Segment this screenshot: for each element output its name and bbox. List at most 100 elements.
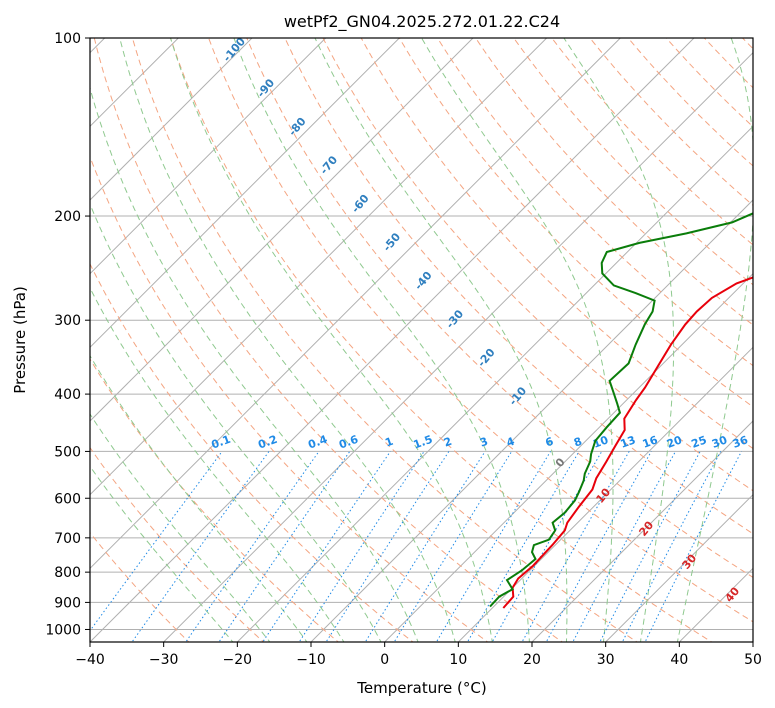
isotherm-line [752,641,753,642]
isotherm-line [90,38,253,201]
moist-adiabat [90,465,234,642]
isotherm-line [457,346,753,642]
moist-adiabat [90,354,308,642]
mixing-ratio-line [262,451,391,642]
moist-adiabat [233,38,530,642]
isotherm-line [236,125,753,642]
mixing-ratio-line [466,451,580,642]
temperature-profile [502,276,753,609]
mixing-ratio-label: 0.1 [210,433,233,452]
isotherm-line [163,51,753,642]
y-tick-label: 200 [54,209,81,225]
isotherm-line [384,272,753,642]
y-tick-label: 700 [54,531,81,547]
mixing-ratio-line [621,451,722,642]
moist-adiabat [119,38,456,642]
mixing-ratio-label: 13 [619,433,638,450]
x-tick-label: 20 [523,652,541,668]
isotherm-line [90,38,695,642]
x-tick-label: 40 [670,652,688,668]
moist-adiabat [676,38,753,642]
isotherm-line [605,493,753,642]
x-tick-label: 50 [744,652,762,668]
dry-adiabat [90,155,489,642]
mixing-ratio-label: 0.4 [306,433,329,452]
mixing-ratio-label: 16 [641,433,660,451]
mixing-ratio-label: 30 [710,433,729,451]
moist-adiabat [90,286,345,642]
mixing-ratio-line [90,451,223,632]
moist-adiabat [563,38,675,642]
isotherm-line [310,199,753,642]
mixing-ratio-line [545,451,652,642]
mixing-ratio-label: 10 [591,433,610,451]
mixing-ratio-label: 25 [690,433,709,450]
mixing-ratio-label: 8 [572,435,584,450]
x-tick-label: −30 [149,652,179,668]
moist-adiabat [170,38,493,642]
x-tick-label: 30 [597,652,615,668]
moist-adiabat [90,413,271,642]
mixing-ratio-line [218,451,351,642]
moist-adiabats [90,38,753,642]
dry-adiabat [475,38,753,326]
dry-adiabat [90,446,265,642]
mixing-ratio-label: 6 [544,435,556,450]
mixing-ratio-label: 1 [383,435,395,450]
mixing-ratio-label: 0.6 [337,433,360,452]
mixing-ratio-line [185,451,320,642]
dewpoint-profile [489,212,753,608]
y-tick-label: 800 [54,565,81,581]
plot-background [90,38,753,642]
y-axis-label: Pressure (hPa) [11,286,29,394]
mixing-ratio-lines [90,451,742,642]
chart-title: wetPf2_GN04.2025.272.01.22.C24 [284,12,560,32]
isobar-grid [90,38,753,630]
plot-frame [89,37,754,643]
mixing-ratio-label: 4 [505,435,517,450]
x-tick-label: −10 [296,652,326,668]
mixing-ratio-line [364,451,486,642]
x-tick-label: −20 [223,652,253,668]
mixing-ratio-label: 3 [478,435,490,450]
mixing-ratio-label: 1.5 [412,433,435,452]
isotherm-line [90,38,400,349]
dry-adiabat [131,38,638,642]
mixing-ratio-label: 0.2 [256,433,279,452]
y-axis-ticks: 100 200 300 400 500 600 700 800 900 1000 [45,31,90,638]
y-tick-label: 600 [54,491,81,507]
x-tick-label: 0 [380,652,389,668]
moist-adiabat [314,38,568,642]
mixing-ratio-line [599,451,701,642]
ice-adiabat [66,38,79,644]
y-tick-label: 900 [54,595,81,611]
x-axis-label: Temperature (°C) [356,679,486,697]
y-tick-label: 100 [54,31,81,47]
isotherm-line [90,38,474,422]
isotherm-line [531,420,753,642]
mixing-ratio-line [435,451,552,642]
dry-adiabat [90,262,414,642]
sounding-profiles [489,212,753,609]
mixing-ratio-line [572,451,676,642]
mixing-ratio-label: 36 [731,433,750,451]
x-axis-ticks: −40 −30 −20 −10 0 10 20 30 40 50 [75,642,762,668]
isotherm-grid [90,38,753,642]
x-tick-label: −40 [75,652,105,668]
mixing-ratio-label: 2 [442,435,454,450]
moist-adiabat [90,86,419,642]
mixing-ratio-line [131,451,270,642]
y-tick-label: 300 [54,313,81,329]
isotherm-line [90,38,621,570]
dry-adiabat [768,25,775,645]
mixing-ratio-line [325,451,450,642]
mixing-ratio-label: 20 [665,433,684,451]
y-tick-label: 500 [54,444,81,460]
y-tick-label: 400 [54,387,81,403]
x-tick-label: 10 [449,652,467,668]
mixing-ratio-line [298,451,425,642]
dry-adiabat [208,38,753,623]
y-tick-label: 1000 [45,622,81,638]
isotherm-line [90,38,327,275]
